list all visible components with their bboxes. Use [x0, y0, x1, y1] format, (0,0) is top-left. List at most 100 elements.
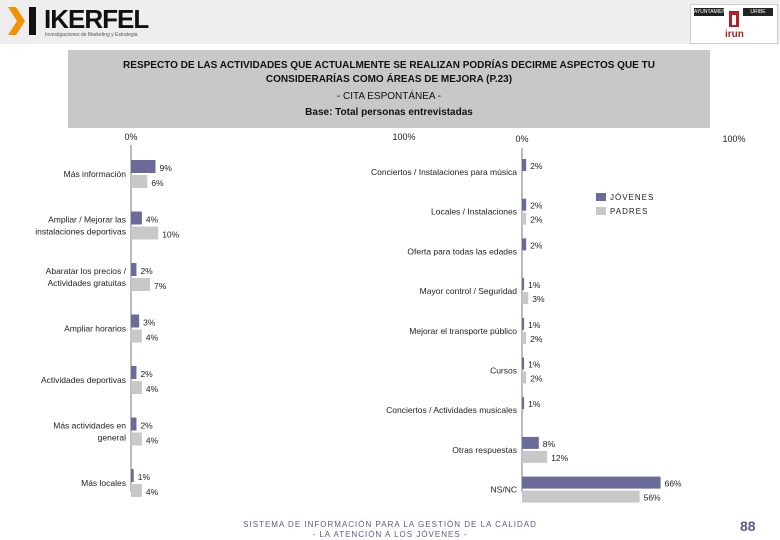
- c2-data-label: 1%: [528, 320, 541, 330]
- c1-bar-padres: [131, 381, 142, 394]
- c2-axis-max-label: 100%: [722, 134, 745, 144]
- c2-category-label: Conciertos / Actividades musicales: [386, 405, 517, 415]
- c2-bar-jovenes: [522, 198, 527, 211]
- title-line-2: CONSIDERARÍAS COMO ÁREAS DE MEJORA (P.23…: [265, 74, 513, 85]
- c1-data-label: 4%: [146, 384, 159, 394]
- c1-bar-jovenes: [131, 263, 137, 276]
- c1-category-label: Actividades gratuitas: [48, 278, 126, 288]
- c1-data-label: 6%: [151, 178, 164, 188]
- c1-category-label: instalaciones deportivas: [35, 227, 126, 237]
- c2-data-label: 56%: [644, 493, 661, 503]
- c1-axis-max-label: 100%: [392, 132, 415, 142]
- c1-data-label: 2%: [140, 266, 153, 276]
- c2-data-label: 12%: [551, 453, 568, 463]
- c2-bar-padres: [522, 450, 548, 463]
- c2-axis-min-label: 0%: [515, 134, 528, 144]
- title-line-3: - CITA ESPONTÁNEA -: [336, 91, 442, 102]
- title-line-4: Base: Total personas entrevistadas: [305, 107, 473, 118]
- c1-bar-jovenes: [131, 211, 142, 225]
- c1-data-label: 7%: [154, 281, 167, 291]
- c1-axis-min-label: 0%: [124, 132, 137, 142]
- c2-bar-jovenes: [522, 278, 525, 291]
- irun-logo: AYUNTAMIENTO URIBE irun: [690, 4, 778, 44]
- legend-label: JÓVENES: [610, 193, 654, 202]
- c1-data-label: 10%: [162, 230, 179, 240]
- c1-bar-padres: [131, 329, 142, 343]
- c2-data-label: 8%: [543, 439, 556, 449]
- c2-data-label: 2%: [530, 334, 543, 344]
- c2-bar-padres: [522, 331, 527, 344]
- c1-data-label: 4%: [146, 215, 159, 225]
- footer-line-1: SISTEMA DE INFORMACIÓN PARA LA GESTIÓN D…: [243, 520, 537, 529]
- c2-bar-jovenes: [522, 436, 539, 449]
- chart-title-box: RESPECTO DE LAS ACTIVIDADES QUE ACTUALME…: [68, 50, 710, 128]
- legend-swatch-padres: [596, 207, 606, 215]
- c2-category-label: NS/NC: [491, 485, 517, 495]
- c1-data-label: 4%: [146, 487, 159, 497]
- c2-bar-padres: [522, 371, 527, 384]
- c2-data-label: 66%: [665, 479, 682, 489]
- c1-category-label: Más locales: [81, 478, 126, 488]
- c2-bar-jovenes: [522, 397, 525, 410]
- c1-data-label: 3%: [143, 318, 156, 328]
- irun-wordmark: irun: [725, 29, 744, 40]
- c1-bar-jovenes: [131, 160, 156, 173]
- c2-data-label: 2%: [530, 374, 543, 384]
- c1-bar-padres: [131, 432, 142, 446]
- c1-data-label: 2%: [140, 369, 153, 379]
- badge-right: URIBE: [743, 8, 773, 16]
- c1-category-label: general: [98, 433, 126, 443]
- brand-tagline: Investigaciones de Marketing y Estrategi…: [45, 32, 138, 38]
- c2-bar-jovenes: [522, 476, 661, 489]
- c1-bar-padres: [131, 484, 142, 497]
- c2-data-label: 3%: [532, 294, 545, 304]
- c2-data-label: 2%: [530, 201, 543, 211]
- c2-category-label: Conciertos / Instalaciones para música: [371, 167, 517, 177]
- c1-bar-padres: [131, 175, 148, 188]
- c1-category-label: Ampliar / Mejorar las: [48, 215, 126, 225]
- c2-data-label: 1%: [528, 360, 541, 370]
- c2-data-label: 2%: [530, 161, 543, 171]
- c1-bar-padres: [131, 278, 151, 291]
- header-bar: IKERFEL Investigaciones de Marketing y E…: [0, 0, 780, 44]
- c2-category-label: Mejorar el transporte público: [409, 326, 517, 336]
- badge-left: AYUNTAMIENTO: [694, 8, 733, 16]
- c2-bar-padres: [522, 292, 529, 305]
- c2-data-label: 2%: [530, 215, 543, 225]
- c1-data-label: 9%: [159, 163, 172, 173]
- footer-line-2: - LA ATENCIÓN A LOS JÓVENES -: [312, 530, 468, 539]
- c2-bar-jovenes: [522, 317, 525, 330]
- legend-swatch-jovenes: [596, 193, 606, 201]
- c1-data-label: 1%: [138, 472, 151, 482]
- c2-category-label: Otras respuestas: [452, 445, 517, 455]
- irun-crest-icon: [729, 11, 739, 27]
- c1-category-label: Más información: [64, 169, 127, 179]
- c2-category-label: Locales / Instalaciones: [431, 207, 517, 217]
- c2-category-label: Cursos: [490, 366, 517, 376]
- c2-category-label: Oferta para todas las edades: [407, 246, 517, 256]
- c2-bar-jovenes: [522, 238, 527, 251]
- c1-data-label: 4%: [146, 436, 159, 446]
- c1-bar-padres: [131, 226, 159, 240]
- brand-logo: IKERFEL: [44, 4, 149, 34]
- c1-category-label: Actividades deportivas: [41, 375, 126, 385]
- legend-label: PADRES: [610, 207, 648, 216]
- c2-category-label: Mayor control / Seguridad: [420, 286, 518, 296]
- c1-bar-jovenes: [131, 417, 137, 431]
- c1-category-label: Más actividades en: [53, 421, 126, 431]
- c1-data-label: 4%: [146, 333, 159, 343]
- c2-bar-jovenes: [522, 159, 527, 171]
- c2-bar-padres: [522, 212, 527, 225]
- c1-category-label: Abaratar los precios /: [46, 266, 127, 276]
- c2-bar-jovenes: [522, 357, 525, 370]
- c2-data-label: 1%: [528, 399, 541, 409]
- c1-bar-jovenes: [131, 314, 140, 328]
- c1-bar-jovenes: [131, 366, 137, 379]
- c1-data-label: 2%: [140, 421, 153, 431]
- c1-category-label: Ampliar horarios: [64, 324, 126, 334]
- c1-bar-jovenes: [131, 469, 134, 482]
- footer: SISTEMA DE INFORMACIÓN PARA LA GESTIÓN D…: [200, 520, 580, 540]
- c2-bar-padres: [522, 490, 640, 503]
- page-number: 88: [740, 518, 756, 534]
